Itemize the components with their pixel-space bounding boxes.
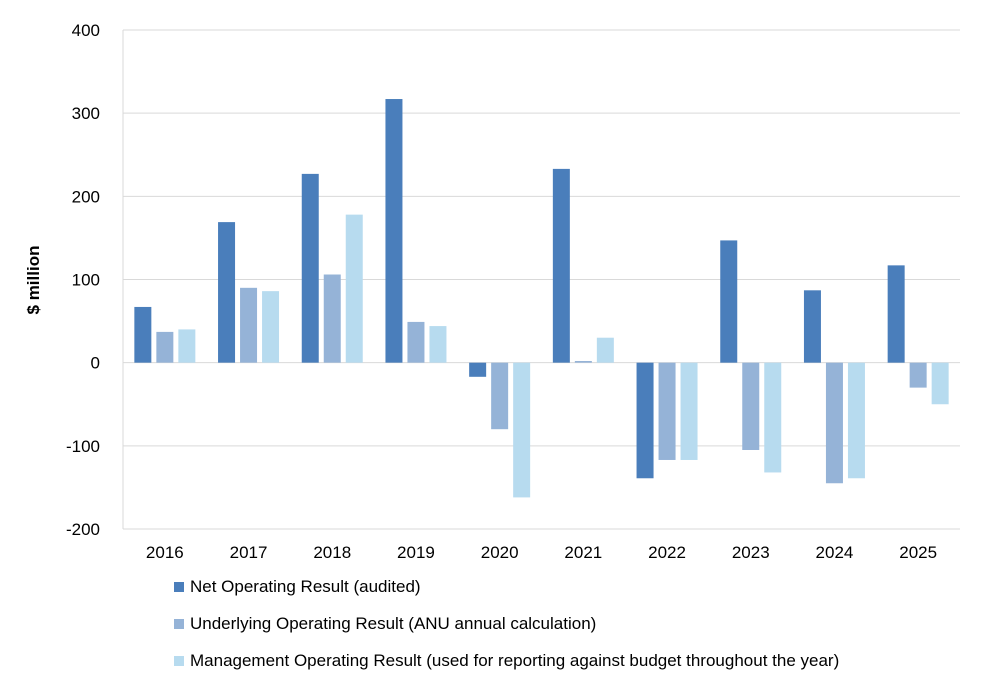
y-tick-label: -200 <box>66 520 100 539</box>
bar <box>134 306 152 363</box>
bar <box>469 362 487 377</box>
x-tick-label: 2025 <box>899 543 937 562</box>
x-tick-label: 2017 <box>230 543 268 562</box>
x-tick-label: 2019 <box>397 543 435 562</box>
bar <box>301 173 319 363</box>
x-tick-label: 2018 <box>313 543 351 562</box>
bar <box>218 222 236 363</box>
bar <box>513 362 531 498</box>
y-tick-labels: -200 -100 0 100 200 300 400 <box>66 21 100 539</box>
legend-label: Underlying Operating Result (ANU annual … <box>190 613 597 633</box>
bar <box>720 240 738 363</box>
bar <box>156 331 174 363</box>
bar <box>596 337 614 363</box>
bar <box>680 362 698 460</box>
bar <box>825 362 843 484</box>
legend-item: Management Operating Result (used for re… <box>174 642 839 679</box>
y-axis-label: $ million <box>24 246 43 315</box>
x-tick-label: 2016 <box>146 543 184 562</box>
bar <box>385 99 403 363</box>
legend: Net Operating Result (audited) Underlying… <box>174 568 839 679</box>
legend-label: Net Operating Result (audited) <box>190 576 421 596</box>
x-tick-label: 2023 <box>732 543 770 562</box>
x-tick-label: 2020 <box>481 543 519 562</box>
bar <box>240 287 258 363</box>
y-tick-label: 100 <box>72 271 100 290</box>
y-tick-label: 300 <box>72 104 100 123</box>
legend-item: Underlying Operating Result (ANU annual … <box>174 605 839 642</box>
legend-swatch <box>174 581 184 592</box>
x-tick-label: 2021 <box>564 543 602 562</box>
legend-item: Net Operating Result (audited) <box>174 568 839 605</box>
bar <box>574 361 592 363</box>
bar <box>323 274 341 363</box>
bar <box>407 321 425 363</box>
bar <box>658 362 676 460</box>
y-tick-label: 0 <box>91 354 100 373</box>
bar <box>803 290 821 363</box>
legend-swatch <box>174 655 184 666</box>
bar <box>931 362 949 405</box>
bar <box>178 329 196 363</box>
bar <box>552 168 570 363</box>
bar <box>636 362 654 479</box>
bar <box>764 362 782 473</box>
legend-swatch <box>174 618 184 629</box>
x-tick-label: 2024 <box>816 543 854 562</box>
bar <box>909 362 927 388</box>
x-tick-labels: 2016 2017 2018 2019 2020 2021 2022 2023 2024 2025 <box>146 543 937 562</box>
y-tick-label: 400 <box>72 21 100 40</box>
bars <box>134 99 949 498</box>
y-tick-label: 200 <box>72 187 100 206</box>
bar <box>887 265 905 363</box>
bar <box>491 362 509 430</box>
bar <box>742 362 760 450</box>
bar <box>429 326 447 363</box>
x-tick-label: 2022 <box>648 543 686 562</box>
bar <box>262 291 280 363</box>
y-tick-label: -100 <box>66 437 100 456</box>
bar <box>345 214 363 363</box>
legend-label: Management Operating Result (used for re… <box>190 650 840 670</box>
bar <box>847 362 865 479</box>
